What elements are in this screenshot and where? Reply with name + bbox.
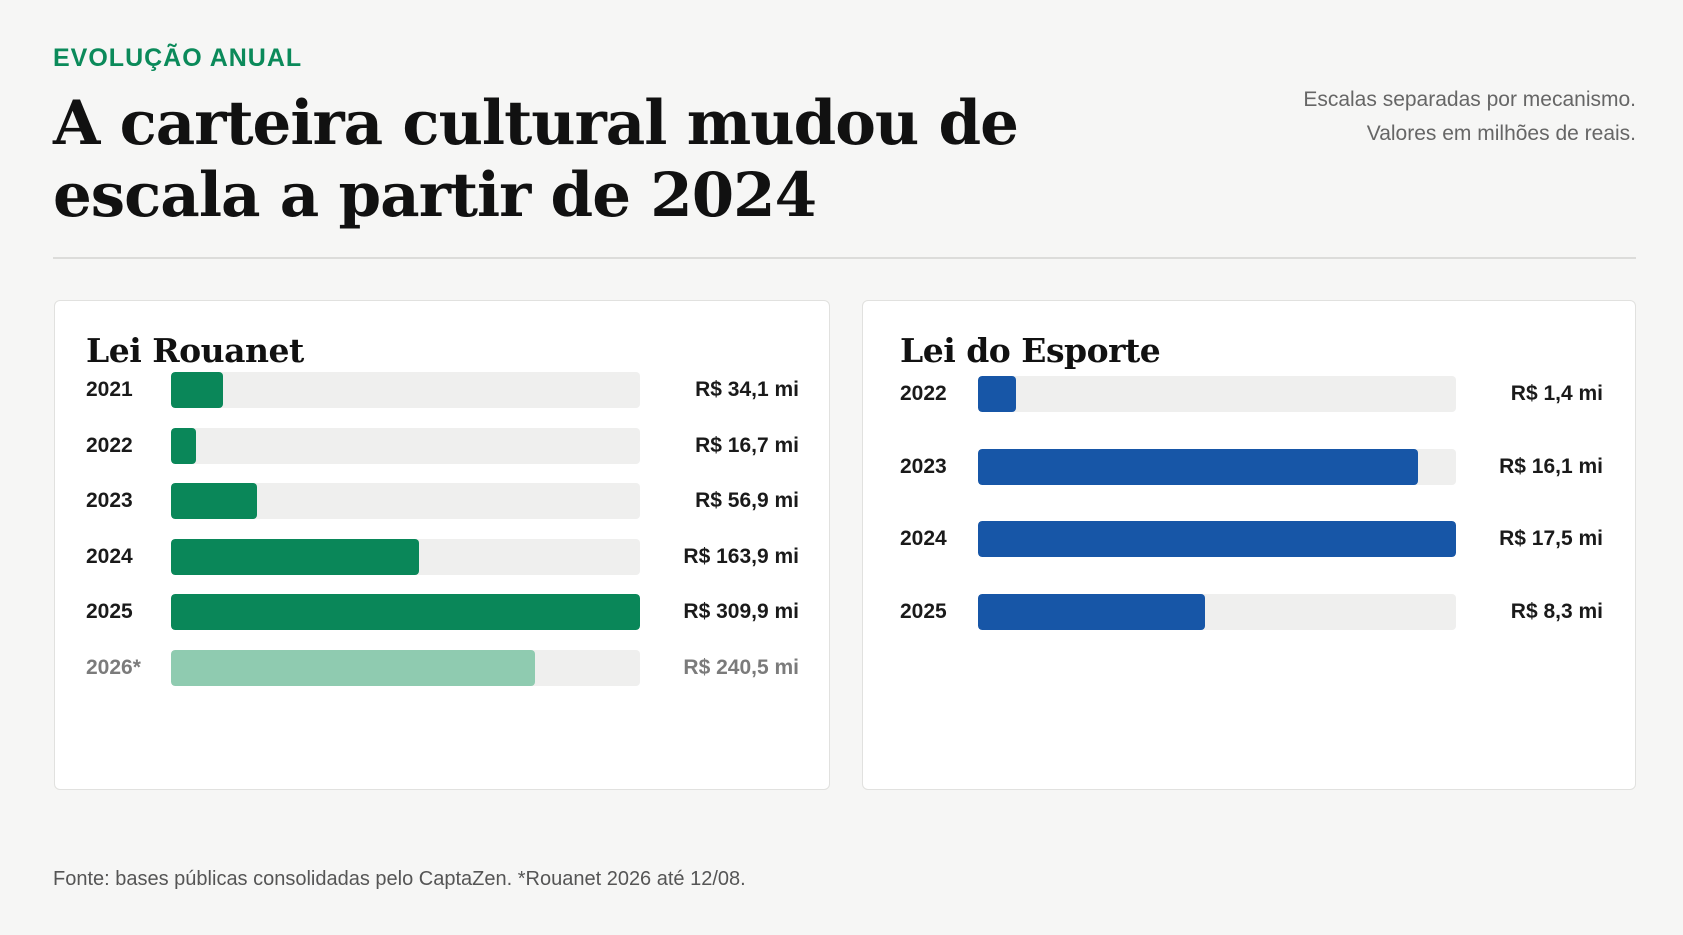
esporte-bar (978, 376, 1017, 412)
header-divider (53, 257, 1636, 259)
rouanet-bar-track (171, 483, 640, 519)
rouanet-bar-category: 2023 (86, 489, 133, 512)
rouanet-bar-track (171, 594, 640, 630)
rouanet-bar-row: 2023 R$ 56,9 mi (55, 481, 829, 521)
rouanet-bar-track (171, 649, 640, 686)
scale-note: Escalas separadas por mecanismo. Valores… (1136, 83, 1636, 151)
esporte-bar (978, 521, 1456, 557)
rouanet-bar-track (171, 427, 640, 464)
rouanet-bar-value-label: R$ 163,9 mi (683, 544, 799, 568)
scale-note-line-2: Valores em milhões de reais. (1366, 122, 1636, 145)
rouanet-bar-row: 2021 R$ 34,1 mi (55, 370, 829, 410)
esporte-bar-category: 2023 (900, 454, 947, 478)
esporte-bar-value-label: R$ 8,3 mi (1510, 599, 1603, 623)
esporte-bar-row: 2022 R$ 1,4 mi (863, 374, 1635, 414)
esporte-bar-row: 2023 R$ 16,1 mi (863, 447, 1635, 487)
rouanet-bar-row: 2025 R$ 309,9 mi (55, 592, 829, 632)
rouanet-bar-value-label: R$ 309,9 mi (683, 600, 799, 623)
esporte-bar-category: 2025 (900, 599, 947, 623)
rouanet-bar (171, 594, 640, 630)
rouanet-chart-title: Lei Rouanet (86, 331, 304, 370)
esporte-chart-card: Lei do Esporte 2022 R$ 1,4 mi 2023 R$ 16,1 … (862, 300, 1636, 790)
rouanet-bar (171, 483, 258, 519)
esporte-bar-track (978, 521, 1456, 557)
esporte-bar-row: 2025 R$ 8,3 mi (863, 592, 1635, 632)
rouanet-bar-value-label: R$ 56,9 mi (695, 489, 799, 512)
esporte-bar-track (978, 448, 1456, 485)
esporte-bar-track (978, 376, 1456, 412)
esporte-chart-title: Lei do Esporte (900, 331, 1161, 370)
esporte-bar (978, 593, 1205, 630)
rouanet-bar-category: 2022 (86, 433, 133, 457)
rouanet-bar (171, 372, 223, 408)
esporte-bar-value-label: R$ 1,4 mi (1510, 382, 1603, 405)
section-eyebrow: EVOLUÇÃO ANUAL (53, 44, 303, 72)
scale-note-line-1: Escalas separadas por mecanismo. (1303, 88, 1636, 111)
esporte-bar-track (978, 593, 1456, 630)
source-note: Fonte: bases públicas consolidadas pelo … (53, 868, 746, 890)
rouanet-bar-row: 2024 R$ 163,9 mi (55, 537, 829, 577)
rouanet-bar-track (171, 372, 640, 408)
rouanet-bar-row: 2026* R$ 240,5 mi (55, 648, 829, 688)
esporte-bar-value-label: R$ 16,1 mi (1499, 454, 1603, 478)
rouanet-bar-track (171, 538, 640, 575)
rouanet-bar (171, 427, 197, 464)
esporte-bar-category: 2022 (900, 382, 947, 405)
rouanet-bar-category: 2021 (86, 378, 133, 401)
rouanet-bar-category: 2026* (86, 655, 141, 679)
page-title: A carteira cultural mudou de escala a pa… (53, 88, 1019, 231)
rouanet-chart-card: Lei Rouanet 2021 R$ 34,1 mi 2022 R$ 16,7 mi… (54, 300, 830, 790)
esporte-bar (978, 448, 1418, 485)
rouanet-bar-category: 2024 (86, 544, 133, 568)
rouanet-bar-row: 2022 R$ 16,7 mi (55, 426, 829, 466)
rouanet-bar-value-label: R$ 34,1 mi (695, 378, 799, 401)
rouanet-bar-value-label: R$ 16,7 mi (695, 433, 799, 457)
rouanet-bar-value-label: R$ 240,5 mi (683, 655, 799, 679)
rouanet-bar-category: 2025 (86, 600, 133, 623)
rouanet-bar (171, 538, 420, 575)
esporte-bar-category: 2024 (900, 527, 947, 550)
rouanet-bar (171, 649, 535, 686)
esporte-bar-value-label: R$ 17,5 mi (1499, 527, 1603, 550)
esporte-bar-row: 2024 R$ 17,5 mi (863, 519, 1635, 559)
